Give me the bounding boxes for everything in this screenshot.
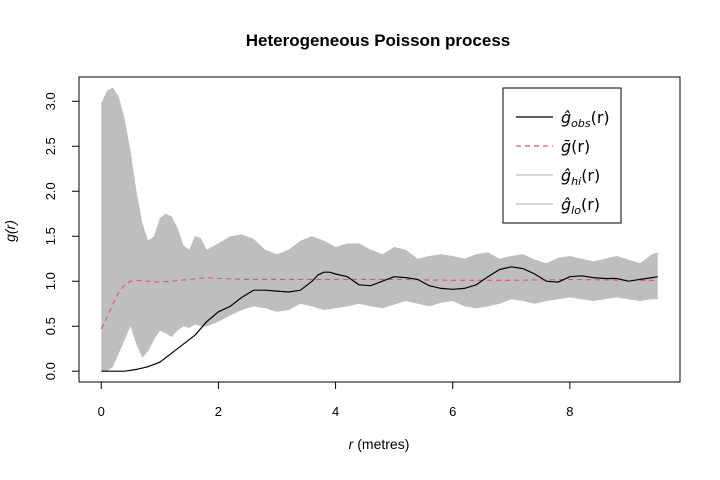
chart-title-group: Heterogeneous Poisson process — [246, 31, 511, 50]
x-axis-label: r (metres) — [349, 436, 410, 452]
x-tick-label: 6 — [449, 404, 456, 419]
x-axis-label-unit: (metres) — [357, 436, 409, 452]
legend-label: ĝlo(r) — [561, 195, 600, 217]
legend-label-symbol: ĝ — [561, 166, 571, 185]
legend-label: ĝobs(r) — [561, 108, 610, 130]
y-tick-label: 2.0 — [43, 182, 58, 200]
y-tick-label: 1.0 — [43, 272, 58, 290]
x-tick-label: 2 — [215, 404, 222, 419]
series-lines-layer — [100, 266, 658, 372]
legend-box — [502, 87, 622, 224]
y-axis-label: g(r) — [2, 220, 18, 242]
x-axis: 0 2 4 6 8 — [98, 381, 573, 419]
legend-label-subscript: obs — [571, 117, 591, 130]
legend-label-symbol: ḡ — [561, 137, 571, 156]
y-tick-label: 0.5 — [43, 317, 58, 335]
x-axis-label-variable: r — [349, 436, 355, 452]
x-tick-label: 0 — [98, 404, 105, 419]
legend-label-symbol: ĝ — [561, 108, 571, 127]
observed-line — [101, 266, 658, 372]
legend-label-subscript: lo — [571, 204, 581, 217]
y-tick-label: 0.0 — [43, 362, 58, 380]
x-tick-label: 8 — [566, 404, 573, 419]
legend-label-argument: (r) — [581, 195, 600, 214]
y-axis: 0.0 0.5 1.0 1.5 2.0 2.5 3.0 — [43, 92, 80, 380]
x-tick-label: 4 — [332, 404, 339, 419]
legend: ĝobs(r)ḡ(r)ĝhi(r)ĝlo(r) — [502, 87, 622, 224]
envelope-band — [101, 87, 658, 372]
y-tick-label: 3.0 — [43, 92, 58, 110]
legend-label-argument: (r) — [581, 166, 600, 185]
legend-label-symbol: ĝ — [561, 195, 571, 214]
legend-label: ḡ(r) — [561, 137, 590, 156]
legend-label-subscript: hi — [571, 175, 581, 188]
y-tick-label: 1.5 — [43, 227, 58, 245]
chart-title: Heterogeneous Poisson process — [246, 31, 511, 50]
y-tick-label: 2.5 — [43, 137, 58, 155]
legend-label: ĝhi(r) — [561, 166, 600, 188]
envelope-band-layer — [101, 87, 658, 372]
legend-label-argument: (r) — [591, 108, 610, 127]
legend-label-argument: (r) — [571, 137, 590, 156]
